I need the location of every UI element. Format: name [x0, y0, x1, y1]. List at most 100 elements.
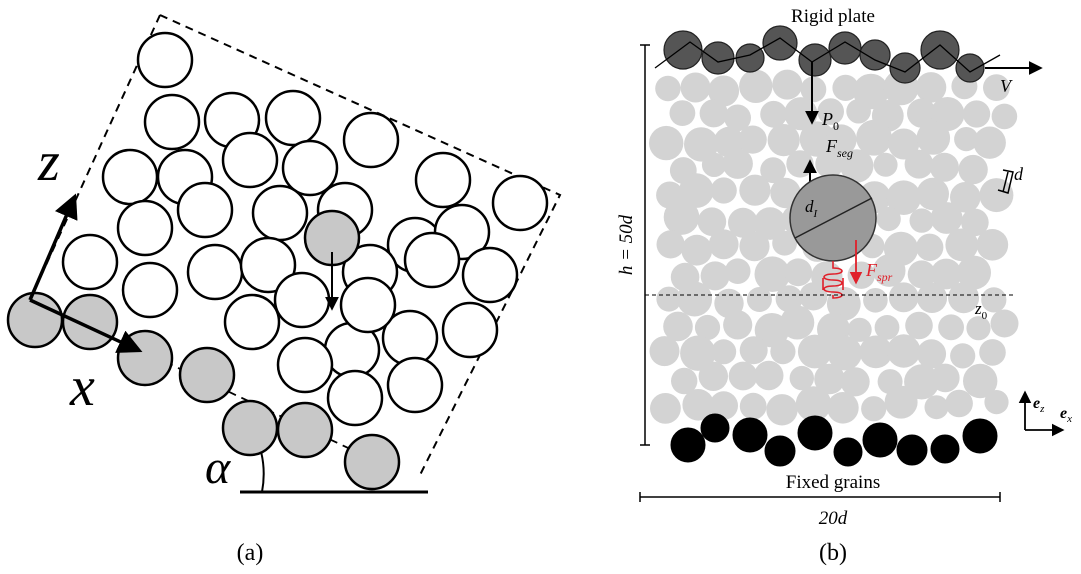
fixed-grain [896, 434, 928, 466]
z0-label: z0 [974, 299, 988, 322]
bulk-grain [772, 69, 803, 100]
bulk-grain [800, 76, 827, 103]
plate-grain [955, 53, 985, 83]
bulk-grain [797, 334, 832, 369]
bulk-grain [976, 229, 1009, 261]
grain [264, 89, 322, 147]
bulk-grain [984, 390, 1009, 415]
plate-label: Rigid plate [791, 6, 875, 27]
bulk-grain [827, 392, 859, 424]
bulk-grain [655, 75, 681, 102]
bulk-grain [656, 286, 682, 312]
bulk-grain [680, 72, 711, 103]
fixed-grain [732, 417, 768, 453]
grain-gray [116, 329, 174, 387]
bulk-grain [904, 149, 934, 179]
grain [342, 111, 400, 169]
grain [273, 271, 331, 329]
bulk-grain [766, 394, 798, 426]
bulk-grain [973, 126, 1006, 159]
grain [339, 276, 397, 334]
bulk-grain [948, 282, 980, 314]
bulk-grain [700, 261, 730, 291]
velocity-label: V [1000, 76, 1013, 96]
x-label: x [69, 356, 95, 418]
bulk-grain [760, 100, 787, 128]
caption-a: (a) [237, 540, 264, 566]
bulk-grain [958, 154, 988, 185]
bulk-grain [916, 339, 947, 369]
grain [386, 356, 444, 414]
bulk-grain [739, 392, 767, 420]
bulk-grain [795, 386, 832, 422]
bulk-grain [907, 98, 937, 128]
x-axis-arrow [29, 298, 143, 353]
bulk-grain [677, 281, 713, 317]
bulk-grain [888, 128, 920, 160]
grain [251, 184, 309, 242]
plate-grain [701, 41, 735, 75]
bulk-grain [814, 363, 845, 395]
bulk-grain [873, 152, 898, 177]
bulk-grain [724, 104, 751, 132]
grain [281, 139, 339, 197]
bulk-grain [856, 119, 892, 156]
bulk-grain [916, 121, 951, 155]
grain-size-label: d [1014, 164, 1024, 184]
grain-gray [61, 293, 119, 351]
bulk-grain [767, 124, 800, 157]
bulk-grain [990, 309, 1019, 338]
bulk-grain [909, 208, 934, 233]
z-axis-arrow [28, 193, 78, 301]
bulk-grain [739, 336, 768, 365]
bulk-grain [760, 157, 786, 184]
intruder-size-label: dI [805, 197, 819, 220]
plate-link [654, 37, 1001, 73]
dI-sub: I [813, 208, 819, 220]
grain [239, 236, 297, 294]
bulk-grain [827, 335, 862, 371]
bulk-grain [817, 98, 844, 125]
ez-label: ez [1033, 395, 1045, 415]
fixed-grain [862, 422, 898, 458]
annotations: z x α (a) Rigid plate V P0 Fseg d [28, 6, 1043, 566]
angle-label: α [205, 441, 231, 494]
bulk-grain [966, 316, 991, 341]
grain-gray [343, 433, 401, 491]
bulk-grain [694, 314, 721, 341]
bulk-grain [799, 121, 836, 157]
bulk-grain [770, 339, 796, 365]
z0-base: z [974, 299, 982, 318]
grain [326, 369, 384, 427]
bulk-grain [746, 287, 772, 312]
bulk-grain [846, 98, 871, 124]
bulk-grain [671, 367, 698, 395]
bulk-grain [708, 75, 740, 107]
grain [276, 336, 334, 394]
bulk-grain [981, 287, 1007, 313]
bulk-grain [772, 230, 797, 256]
bulk-grain [682, 389, 714, 421]
plate-grain [663, 30, 703, 70]
bulk-grain [669, 100, 696, 126]
bulk-grain [916, 233, 944, 261]
fixed-grain [962, 418, 998, 454]
bulk-grain [938, 314, 964, 341]
bulk-grain [754, 256, 791, 293]
bulk-grain [780, 305, 815, 340]
grain-gray [276, 401, 334, 459]
fixed-grain [700, 413, 730, 443]
z0-sub: 0 [982, 310, 988, 322]
bulk-grain [840, 149, 874, 183]
bulk-grain [884, 385, 918, 419]
bulk-grain [945, 228, 979, 262]
bulk-grain [872, 254, 906, 287]
panel-a [6, 14, 562, 494]
bulk-grain [930, 202, 963, 234]
bulk-grain [863, 288, 888, 313]
bulk-grain [739, 69, 773, 104]
bulk-grain [874, 315, 900, 340]
ez-base: e [1033, 395, 1040, 412]
bulk-grain [711, 339, 737, 365]
